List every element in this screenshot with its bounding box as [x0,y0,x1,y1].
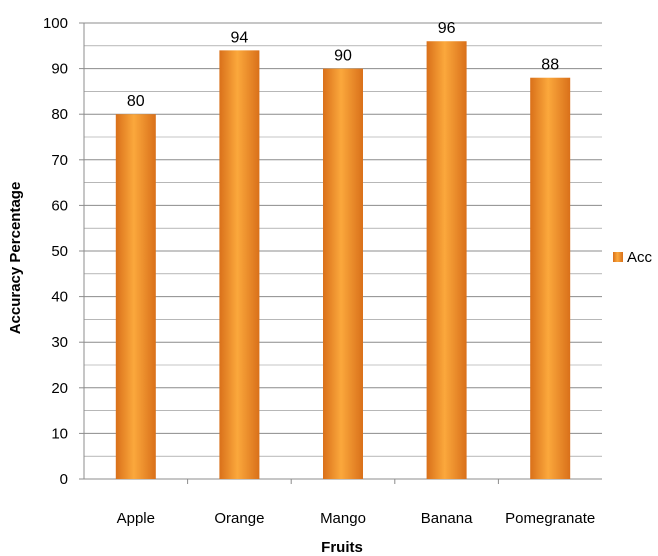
bar-apple [115,114,156,479]
y-tick-label: 20 [51,380,68,397]
x-tick-label: Apple [117,510,155,527]
data-label: 90 [334,48,352,65]
x-tick-label: Pomegranate [505,510,595,527]
bar-orange [219,50,260,480]
y-axis-title: Accuracy Percentage [7,182,24,335]
y-tick-label: 100 [43,15,68,32]
x-tick-label: Orange [214,510,264,527]
bar-mango [323,68,363,479]
data-label: 94 [231,29,249,46]
bars: 80 94 90 96 88 [115,20,571,480]
data-label: 96 [438,20,456,37]
y-tick-label: 80 [51,106,68,123]
data-label: 88 [541,57,559,74]
y-tick-label: 0 [60,471,68,488]
bar-pomegranate [530,77,571,479]
y-tick-label: 90 [51,61,68,78]
legend-label: Acc [627,249,653,266]
y-tick-label: 70 [51,152,68,169]
legend: Acc [613,249,653,266]
y-tick-label: 30 [51,334,68,351]
y-axis-ticks: 0 10 20 30 40 50 60 70 80 90 100 [43,15,84,488]
x-tick-label: Banana [421,510,473,527]
y-tick-label: 50 [51,243,68,260]
x-tick-label: Mango [320,510,366,527]
y-tick-label: 60 [51,197,68,214]
y-tick-label: 40 [51,289,68,306]
x-axis-title: Fruits [321,539,363,556]
x-axis-ticks: Apple Orange Mango Banana Pomegranate [117,479,595,527]
data-label: 80 [127,93,145,110]
legend-swatch [613,252,623,262]
y-tick-label: 10 [51,425,68,442]
bar-banana [426,41,467,480]
